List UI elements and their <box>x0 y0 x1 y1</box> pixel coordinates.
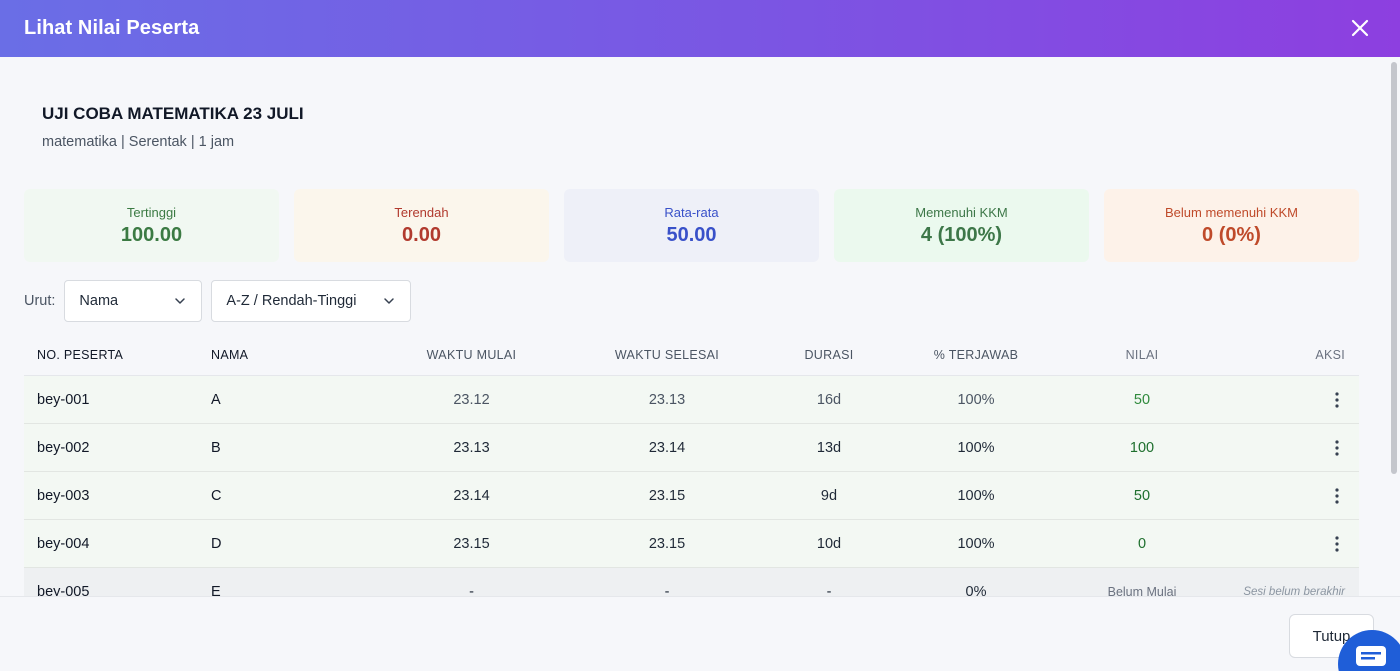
stat-label: Memenuhi KKM <box>915 204 1008 220</box>
scrollbar-thumb[interactable] <box>1391 62 1397 474</box>
sort-field-value: Nama <box>79 293 119 309</box>
exam-title: UJI COBA MATEMATIKA 23 JULI <box>42 104 304 123</box>
sort-field-select[interactable]: Nama <box>64 280 203 322</box>
sort-controls: Urut: Nama A-Z / Rendah-Tinggi <box>24 280 412 322</box>
cell-no-peserta: bey-002 <box>37 439 90 456</box>
stat-value: 50.00 <box>666 223 717 246</box>
table-row: bey-002 B 23.13 23.14 13d 100% 100 <box>24 424 1359 472</box>
column-header: AKSI <box>1315 348 1345 362</box>
chevron-down-icon <box>175 298 186 304</box>
table-header: NO. PESERTA NAMA WAKTU MULAI WAKTU SELES… <box>24 335 1359 376</box>
more-vertical-icon[interactable] <box>1329 391 1345 409</box>
cell-waktu-mulai: - <box>469 583 474 597</box>
stats-cards: Tertinggi 100.00 Terendah 0.00 Rata-rata… <box>24 189 1359 262</box>
table-row: bey-003 C 23.14 23.15 9d 100% 50 <box>24 472 1359 520</box>
cell-no-peserta: bey-005 <box>37 583 90 597</box>
cell-durasi: 9d <box>820 487 838 504</box>
column-header: WAKTU MULAI <box>426 348 517 362</box>
cell-durasi: 16d <box>816 391 842 408</box>
stat-label: Terendah <box>394 204 449 220</box>
stat-label: Belum memenuhi KKM <box>1165 204 1298 220</box>
stat-value: 100.00 <box>120 223 183 246</box>
modal-body: UJI COBA MATEMATIKA 23 JULI matematika |… <box>0 57 1388 596</box>
cell-waktu-selesai: 23.14 <box>648 439 686 456</box>
cell-waktu-selesai: 23.13 <box>648 391 686 408</box>
cell-durasi: - <box>826 583 832 597</box>
cell-terjawab: 100% <box>957 391 995 408</box>
cell-no-peserta: bey-004 <box>37 535 90 552</box>
stat-card-average: Rata-rata 50.00 <box>564 189 819 262</box>
stat-card-lowest: Terendah 0.00 <box>294 189 549 262</box>
cell-nama: C <box>211 487 222 504</box>
cell-nilai: 50 <box>1133 487 1151 504</box>
column-header: % TERJAWAB <box>933 348 1019 362</box>
chevron-down-icon <box>384 298 395 304</box>
cell-waktu-mulai: 23.15 <box>453 535 490 552</box>
stat-card-pass-kkm: Memenuhi KKM 4 (100%) <box>834 189 1089 262</box>
column-header: NAMA <box>211 348 249 362</box>
cell-nama: A <box>211 391 221 408</box>
cell-waktu-mulai: 23.12 <box>453 391 490 408</box>
cell-aksi <box>1211 439 1359 457</box>
stat-label: Rata-rata <box>664 204 719 220</box>
cell-terjawab: 100% <box>957 535 995 552</box>
cell-aksi-status: Sesi belum berakhir <box>1243 585 1345 597</box>
stat-card-highest: Tertinggi 100.00 <box>24 189 279 262</box>
results-table: NO. PESERTA NAMA WAKTU MULAI WAKTU SELES… <box>24 335 1359 596</box>
cell-durasi: 13d <box>816 439 842 456</box>
cell-terjawab: 0% <box>965 583 987 597</box>
sort-order-value: A-Z / Rendah-Tinggi <box>226 293 357 309</box>
table-row: bey-001 A 23.12 23.13 16d 100% 50 <box>24 376 1359 424</box>
cell-terjawab: 100% <box>957 439 995 456</box>
chat-button[interactable] <box>1338 630 1400 671</box>
cell-nilai-status: Belum Mulai <box>1107 584 1177 597</box>
column-header: NO. PESERTA <box>37 348 124 362</box>
cell-waktu-selesai: 23.15 <box>648 487 686 504</box>
cell-nama: D <box>211 535 222 552</box>
cell-nilai: 100 <box>1129 439 1155 456</box>
cell-nilai: 50 <box>1133 391 1151 408</box>
sort-order-select[interactable]: A-Z / Rendah-Tinggi <box>211 280 412 322</box>
cell-waktu-selesai: - <box>664 583 670 597</box>
cell-waktu-selesai: 23.15 <box>648 535 686 552</box>
cell-no-peserta: bey-003 <box>37 487 90 504</box>
stat-label: Tertinggi <box>126 204 177 220</box>
close-icon[interactable] <box>1346 14 1374 42</box>
cell-no-peserta: bey-001 <box>37 391 90 408</box>
table-row: bey-005 E - - - 0% Belum Mulai Sesi belu… <box>24 568 1359 596</box>
column-header: NILAI <box>1125 348 1159 362</box>
sort-label: Urut: <box>24 293 56 309</box>
cell-waktu-mulai: 23.14 <box>453 487 490 504</box>
modal-header: Lihat Nilai Peserta <box>0 0 1400 57</box>
cell-aksi <box>1211 535 1359 553</box>
more-vertical-icon[interactable] <box>1329 487 1345 505</box>
cell-nama: E <box>211 583 221 597</box>
table-row: bey-004 D 23.15 23.15 10d 100% 0 <box>24 520 1359 568</box>
column-header: DURASI <box>804 348 854 362</box>
exam-meta: matematika | Serentak | 1 jam <box>42 134 235 150</box>
more-vertical-icon[interactable] <box>1329 439 1345 457</box>
stat-value: 0 (0%) <box>1202 223 1261 246</box>
cell-nilai: 0 <box>1137 535 1147 552</box>
chat-icon <box>1356 646 1386 666</box>
more-vertical-icon[interactable] <box>1329 535 1345 553</box>
stat-value: 4 (100%) <box>920 223 1003 246</box>
column-header: WAKTU SELESAI <box>614 348 720 362</box>
cell-aksi <box>1211 391 1359 409</box>
stat-card-fail-kkm: Belum memenuhi KKM 0 (0%) <box>1104 189 1359 262</box>
cell-durasi: 10d <box>816 535 842 552</box>
modal-title: Lihat Nilai Peserta <box>24 17 200 39</box>
cell-waktu-mulai: 23.13 <box>453 439 490 456</box>
cell-nama: B <box>211 439 221 456</box>
modal-footer: Tutup <box>0 596 1400 671</box>
cell-terjawab: 100% <box>957 487 995 504</box>
stat-value: 0.00 <box>402 223 441 246</box>
cell-aksi <box>1211 487 1359 505</box>
